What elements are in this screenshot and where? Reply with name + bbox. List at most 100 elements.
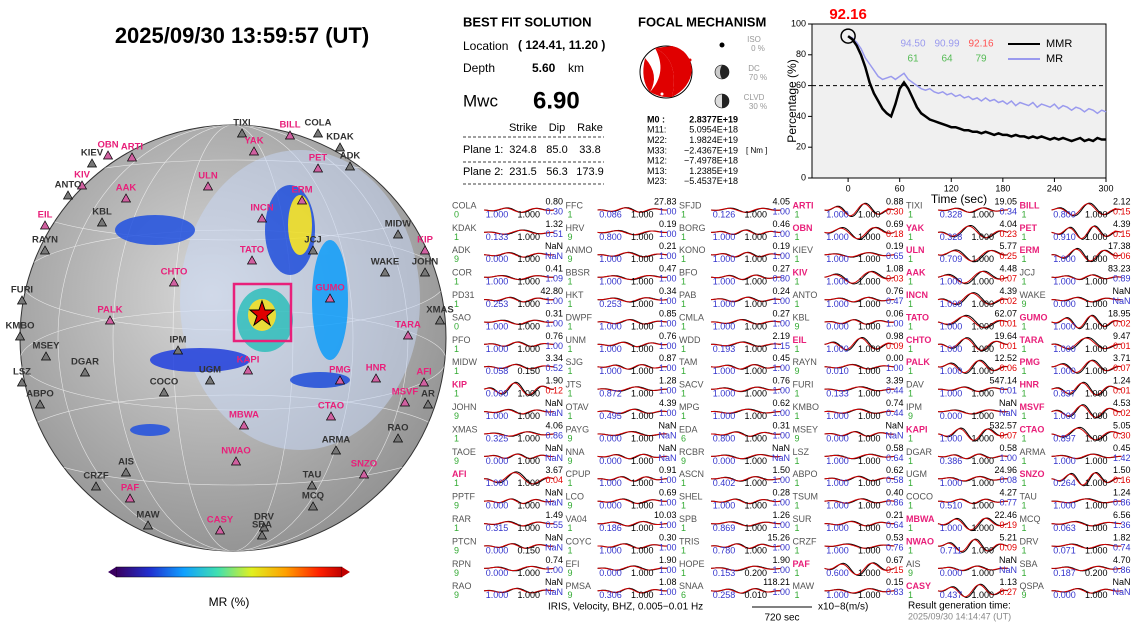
fit-scale: 1.000 bbox=[744, 344, 767, 354]
fit-weight: 0.495 bbox=[599, 411, 622, 421]
amplitude: 0.76 bbox=[772, 376, 790, 386]
fit-scale: 1.000 bbox=[631, 456, 654, 466]
waveform-synthetic bbox=[824, 476, 895, 482]
fit-ratio: 1.00 bbox=[545, 318, 563, 328]
amplitude: 0.69 bbox=[886, 219, 904, 229]
fit-ratio: 0.07 bbox=[999, 430, 1017, 440]
fit-weight: 1.000 bbox=[940, 344, 963, 354]
waveform-synthetic bbox=[483, 521, 555, 527]
station-label: PMG bbox=[329, 365, 351, 376]
component-label: CLVD bbox=[744, 93, 765, 102]
station-name: KMBO bbox=[793, 402, 820, 412]
waveform-synthetic bbox=[937, 338, 1009, 351]
fit-scale: 1.000 bbox=[971, 209, 994, 219]
amplitude: 0.88 bbox=[886, 196, 904, 206]
waveform-observed bbox=[1051, 359, 1122, 374]
station-name: RAR bbox=[452, 514, 472, 524]
fit-scale: 1.000 bbox=[858, 523, 881, 533]
fit-scale: 0.200 bbox=[744, 568, 767, 578]
waveform-synthetic bbox=[938, 476, 1009, 482]
station-label: RAYN bbox=[32, 235, 58, 246]
fit-ratio: 1.00 bbox=[772, 475, 790, 485]
waveform-synthetic bbox=[597, 431, 668, 437]
station-marker bbox=[236, 128, 248, 138]
plane-value: 33.8 bbox=[579, 144, 600, 156]
fit-ratio: 0.77 bbox=[999, 498, 1017, 508]
station-name: JCJ bbox=[1020, 268, 1036, 278]
fit-scale: 0.150 bbox=[517, 545, 540, 555]
amplitude: 17.38 bbox=[1108, 241, 1131, 251]
waveform-synthetic bbox=[711, 431, 782, 437]
fit-weight: 0.000 bbox=[599, 433, 622, 443]
best-fit-solution: BEST FIT SOLUTION Location ( 124.41, 11.… bbox=[463, 14, 605, 185]
fit-weight: 1.000 bbox=[826, 344, 849, 354]
fit-weight: 1.000 bbox=[940, 389, 963, 399]
depth-unit: km bbox=[568, 61, 584, 75]
fit-weight: 1.000 bbox=[826, 590, 849, 600]
station-name: EIL bbox=[793, 335, 808, 345]
fit-ratio: 1.00 bbox=[772, 386, 790, 396]
fit-count: 1 bbox=[908, 232, 913, 242]
source-region-box bbox=[232, 282, 293, 343]
station-name: PPTF bbox=[452, 492, 476, 502]
station-name: MPG bbox=[679, 402, 700, 412]
fit-scale: 1.000 bbox=[971, 523, 994, 533]
fit-weight: 0.187 bbox=[1053, 568, 1076, 578]
amplitude: 1.49 bbox=[545, 510, 563, 520]
fit-count: 1 bbox=[454, 299, 459, 309]
fit-scale: 1.000 bbox=[858, 254, 881, 264]
waveform-synthetic bbox=[824, 364, 895, 370]
fit-count: 9 bbox=[568, 590, 573, 600]
waveform-synthetic bbox=[824, 498, 895, 504]
fit-weight: 1.000 bbox=[599, 366, 622, 376]
fit-ratio: 0.86 bbox=[1113, 565, 1131, 575]
tensor-label: M33: bbox=[647, 145, 667, 155]
waveform-synthetic bbox=[597, 319, 668, 325]
station-marker bbox=[14, 331, 26, 341]
fit-weight: 0.000 bbox=[1053, 299, 1076, 309]
fit-scale: 1.000 bbox=[517, 433, 540, 443]
waveform-synthetic bbox=[1051, 360, 1122, 373]
fit-scale: 1.000 bbox=[858, 389, 881, 399]
fit-scale: 1.000 bbox=[971, 277, 994, 287]
amplitude: 0.46 bbox=[772, 219, 790, 229]
amplitude: 1.82 bbox=[1113, 532, 1131, 542]
component-label: DC bbox=[748, 64, 760, 73]
station-name: ERM bbox=[1020, 245, 1040, 255]
fit-weight: 1.000 bbox=[940, 277, 963, 287]
fit-scale: 1.000 bbox=[631, 366, 654, 376]
amplitude: 0.76 bbox=[659, 331, 677, 341]
fit-weight: 0.264 bbox=[1053, 478, 1076, 488]
station-name: KAPI bbox=[906, 424, 928, 434]
section-title: BEST FIT SOLUTION bbox=[463, 14, 592, 29]
fit-count: 1 bbox=[908, 277, 913, 287]
station-label: AFI bbox=[416, 367, 431, 378]
fit-count: 1 bbox=[681, 209, 686, 219]
fit-ratio: 0.27 bbox=[999, 587, 1017, 597]
station-name: SHEL bbox=[679, 492, 703, 502]
stat-bottom: 64 bbox=[941, 54, 953, 65]
fit-scale: 1.000 bbox=[1085, 389, 1108, 399]
fit-ratio: 0.44 bbox=[886, 408, 904, 418]
amplitude: 83.23 bbox=[1108, 264, 1131, 274]
waveform-synthetic bbox=[483, 543, 555, 549]
waveform-synthetic bbox=[824, 520, 895, 527]
fit-count: 1 bbox=[908, 209, 913, 219]
fit-count: 1 bbox=[454, 433, 459, 443]
station-label: KIV bbox=[74, 170, 91, 181]
fit-count: 1 bbox=[795, 344, 800, 354]
station-name: TIXI bbox=[906, 200, 923, 210]
fit-scale: 1.000 bbox=[858, 299, 881, 309]
fit-scale: 1.000 bbox=[858, 433, 881, 443]
station-name: TRIS bbox=[679, 536, 700, 546]
fit-ratio: NaN bbox=[999, 565, 1017, 575]
fit-weight: 1.000 bbox=[599, 321, 622, 331]
amplitude: 0.45 bbox=[772, 353, 790, 363]
station-name: PALK bbox=[906, 357, 930, 367]
station-name: SPB bbox=[679, 514, 697, 524]
amplitude: 3.71 bbox=[1113, 353, 1131, 363]
fit-count: 1 bbox=[1022, 411, 1027, 421]
waveform-synthetic bbox=[1051, 588, 1122, 594]
station-marker bbox=[399, 397, 411, 407]
fit-weight: 1.000 bbox=[940, 366, 963, 376]
